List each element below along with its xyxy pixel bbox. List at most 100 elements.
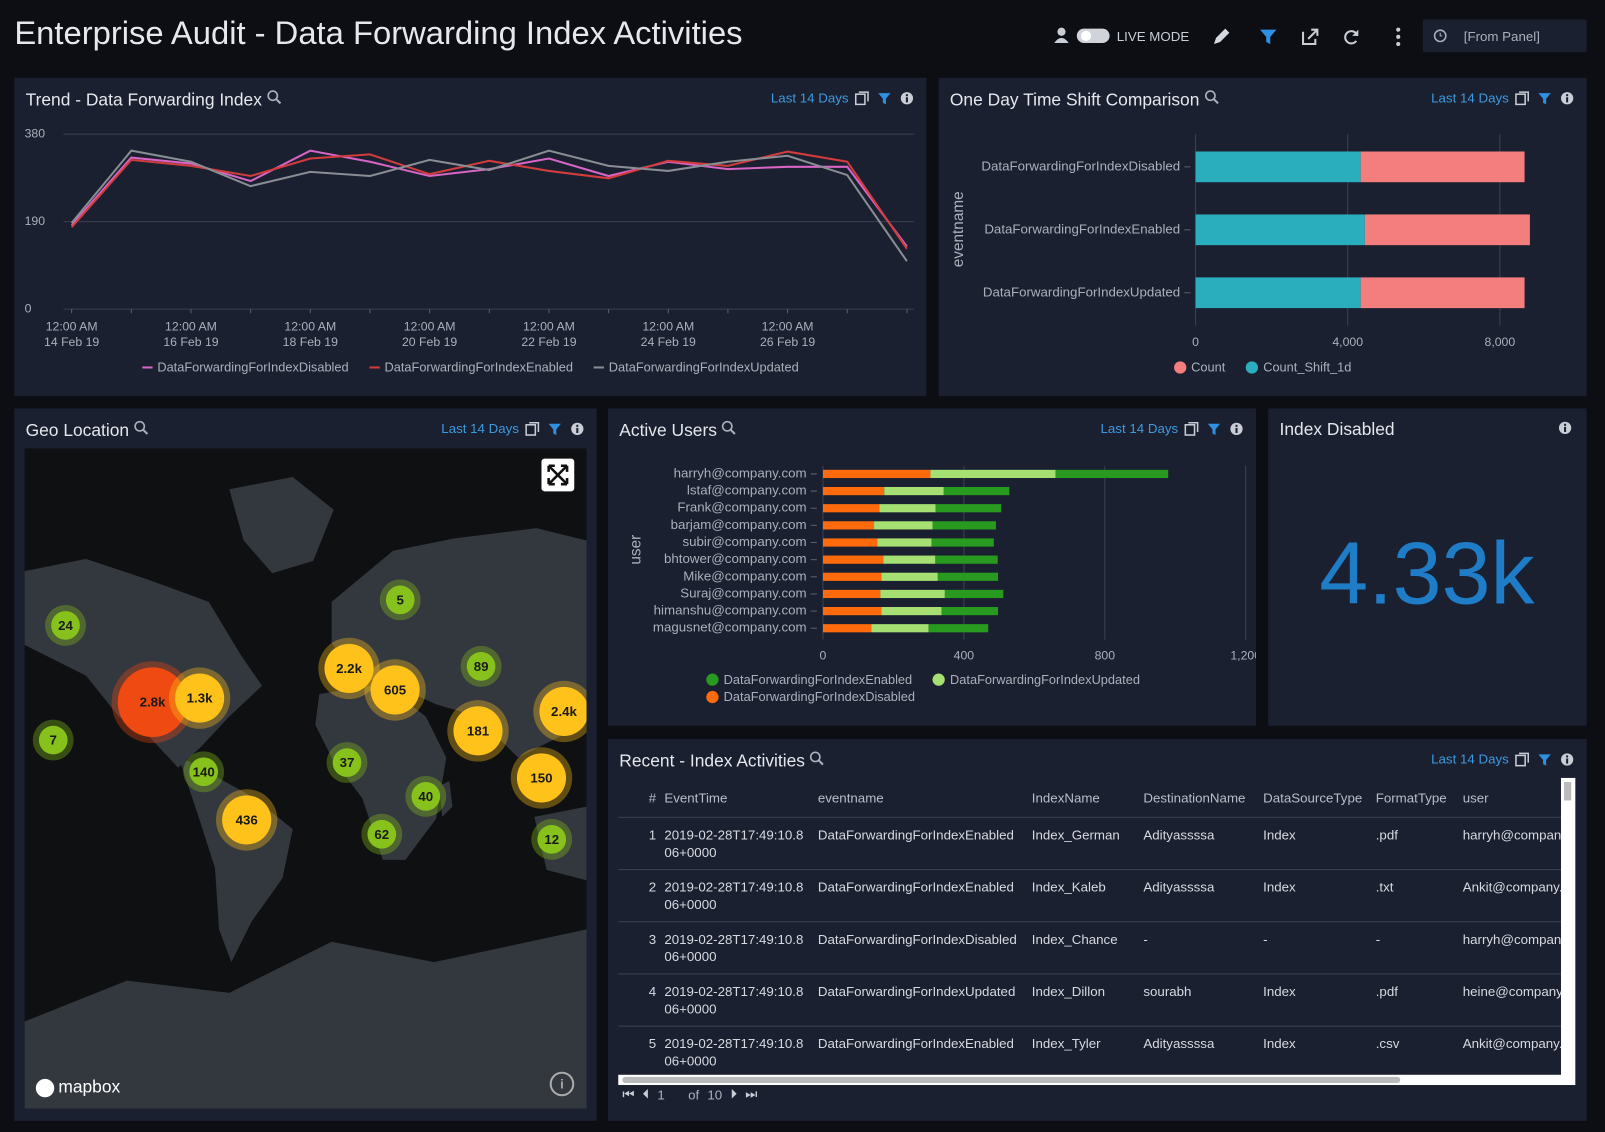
scroll-thumb[interactable] (622, 1077, 1400, 1083)
edit-icon[interactable] (1211, 27, 1231, 47)
v-scrollbar[interactable] (1561, 778, 1575, 1085)
x-tick-label: 0 (1192, 335, 1199, 349)
recent-activities-panel: Recent - Index Activities Last 14 Days #… (608, 739, 1587, 1121)
bar-segment (823, 504, 879, 512)
legend-swatch (369, 366, 379, 368)
bar-segment (933, 521, 996, 529)
cluster-label: 436 (236, 812, 258, 827)
copy-icon[interactable] (855, 91, 869, 105)
legend-label: DataForwardingForIndexEnabled (384, 360, 572, 374)
info-icon[interactable] (570, 421, 584, 435)
time-range[interactable]: Last 14 Days (771, 90, 849, 105)
time-range[interactable]: Last 14 Days (1431, 90, 1509, 105)
y-tick-label: Frank@company.com (677, 500, 806, 515)
filter-icon[interactable] (548, 421, 562, 435)
cluster-label: 1.3k (187, 691, 213, 706)
geo-panel: Geo Location Last 14 Days mapbox i 242.8… (14, 408, 596, 1120)
info-icon[interactable] (1560, 91, 1574, 105)
label-line: 12:00 AM (642, 320, 694, 334)
first-page[interactable]: ⏮ (622, 1086, 634, 1102)
user-icon[interactable] (1052, 27, 1070, 45)
legend-item: Count_Shift_1d (1246, 360, 1352, 374)
table-cell: Index_Tyler (1028, 1026, 1140, 1075)
filter-icon[interactable] (1258, 27, 1278, 47)
icon-part (276, 99, 280, 103)
column-header: DestinationName (1139, 778, 1259, 817)
legend-item: Count (1174, 360, 1226, 374)
icon-part (1235, 424, 1237, 426)
copy-icon[interactable] (1515, 752, 1529, 766)
live-toggle[interactable] (1076, 27, 1111, 45)
filter-icon[interactable] (1207, 421, 1221, 435)
bar-segment (935, 556, 997, 564)
menu-icon[interactable] (1388, 27, 1408, 47)
table-cell: .pdf (1372, 817, 1459, 869)
copy-icon[interactable] (525, 421, 539, 435)
info-icon[interactable] (900, 91, 914, 105)
cluster-label: 605 (384, 682, 407, 697)
live-mode-label: LIVE MODE (1117, 29, 1189, 44)
value-label: 4.33k (1319, 524, 1535, 623)
label-line: 12:00 AM (762, 320, 814, 334)
last-page[interactable]: ⏭ (745, 1086, 757, 1102)
next-page[interactable]: ⏵ (730, 1086, 737, 1102)
table-cell: 2019-02-28T17:49:10.806+0000 (660, 870, 814, 922)
cluster-label: 5 (397, 592, 405, 607)
time-shift-panel: 04,0008,000eventnameDataForwardingForInd… (939, 78, 1587, 396)
bar-segment (823, 573, 881, 581)
info-icon[interactable] (1560, 752, 1574, 766)
share-icon[interactable] (1300, 27, 1320, 47)
legend-item: DataForwardingForIndexUpdated (933, 673, 1140, 687)
table-cell: 2019-02-28T17:49:10.806+0000 (660, 1026, 814, 1075)
y-tick-label: 0 (25, 301, 32, 315)
map[interactable]: mapbox i 242.8k1.3k714043652.2k605891813… (25, 448, 587, 1108)
y-tick-label: DataForwardingForIndexDisabled (981, 158, 1180, 173)
label-line: 24 Feb 19 (641, 335, 696, 349)
bar-segment (881, 573, 937, 581)
time-range[interactable]: Last 14 Days (1100, 421, 1178, 436)
table-body: 12019-02-28T17:49:10.806+0000DataForward… (618, 817, 1561, 1074)
copy-icon[interactable] (1184, 421, 1198, 435)
attribution[interactable]: mapbox (58, 1077, 120, 1097)
x-tick-label: 12:00 AM18 Feb 19 (283, 320, 338, 349)
table-viewport: #EventTimeeventnameIndexNameDestinationN… (618, 778, 1561, 1075)
refresh-icon[interactable] (1341, 27, 1361, 47)
legend-swatch (706, 674, 718, 686)
header-row: #EventTimeeventnameIndexNameDestinationN… (618, 778, 1561, 817)
y-tick-label: 190 (25, 214, 46, 228)
bar-segment (930, 470, 1055, 478)
single-value: 4.33k (1268, 408, 1586, 725)
table-cell: Ankit@company.com (1459, 870, 1561, 922)
info-icon[interactable] (1229, 421, 1243, 435)
time-range-picker[interactable]: [From Panel] (1423, 19, 1587, 52)
zoom-icon (266, 89, 282, 105)
prev-page[interactable]: ⏴ (643, 1086, 650, 1102)
panel-controls: Last 14 Days (1431, 90, 1574, 105)
icon-part (906, 94, 908, 96)
time-range[interactable]: Last 14 Days (441, 421, 519, 436)
legend-item: DataForwardingForIndexEnabled (706, 673, 912, 687)
table-cell: Adityassssa (1139, 817, 1259, 869)
data-table: #EventTimeeventnameIndexNameDestinationN… (618, 778, 1561, 1075)
x-tick-label: 12:00 AM14 Feb 19 (44, 320, 99, 349)
filter-icon[interactable] (877, 91, 891, 105)
y-tick-label: 380 (25, 126, 46, 140)
filter-icon[interactable] (1537, 91, 1551, 105)
h-scrollbar[interactable] (618, 1075, 1561, 1085)
filter-icon[interactable] (1537, 752, 1551, 766)
icon-part (1516, 755, 1525, 765)
scroll-thumb[interactable] (1564, 782, 1571, 800)
copy-icon[interactable] (1515, 91, 1529, 105)
table-cell: - (1139, 922, 1259, 974)
label-line: 12:00 AM (165, 320, 217, 334)
icon-part (906, 97, 908, 102)
bar-segment (823, 487, 884, 495)
bar-segment (938, 573, 998, 581)
label-line: 22 Feb 19 (521, 335, 576, 349)
time-range[interactable]: Last 14 Days (1431, 751, 1509, 766)
table-row: 32019-02-28T17:49:10.806+0000DataForward… (618, 922, 1561, 974)
page-input[interactable]: 1 (657, 1087, 680, 1102)
icon-part (1214, 99, 1218, 103)
x-tick-label: 0 (820, 648, 827, 662)
